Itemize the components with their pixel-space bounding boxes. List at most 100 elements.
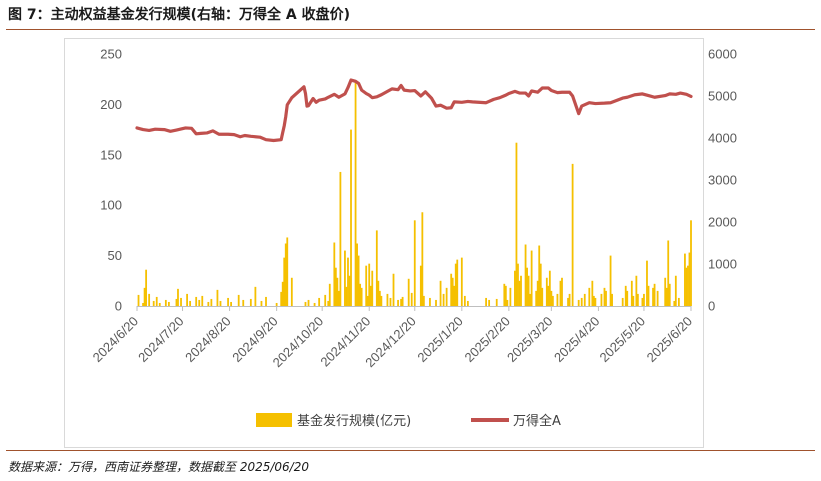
bar [450,273,453,306]
x-tick-label: 2024/8/20 [182,314,234,366]
bar [368,263,371,306]
bar [189,300,192,306]
bar [328,283,331,306]
bar [421,212,424,306]
bar [216,289,219,306]
bar [451,277,454,306]
bar [466,300,469,306]
bar [515,142,518,306]
bar [580,297,583,306]
x-tick-label: 2025/5/20 [597,314,649,366]
bar [318,297,321,306]
bar [386,293,389,306]
bar [684,253,686,306]
bar [283,257,286,306]
bar [630,280,633,306]
bar [375,230,378,306]
bar [281,281,284,306]
bar [242,299,245,306]
bar [636,293,639,306]
bar [550,290,553,306]
bar [167,301,170,306]
bar [641,297,644,306]
bar [389,297,392,306]
bar [397,299,399,306]
bar [453,285,456,306]
bar [463,295,466,306]
bar [334,267,337,306]
y-left-tick-label: 50 [108,248,122,263]
bar [350,129,352,306]
bar [524,244,527,306]
x-tick-label: 2025/4/20 [551,314,603,366]
bar [210,298,213,306]
bar [260,300,263,306]
bar [142,302,144,306]
bar [561,277,563,306]
bar [327,300,330,306]
bar [201,295,204,306]
bar [517,263,519,306]
bar [668,283,671,306]
bar [429,297,431,306]
bar [687,265,689,306]
y-right-tick-label: 5000 [708,89,737,104]
bar [347,257,349,306]
bar [155,296,158,306]
y-right-tick-label: 0 [708,299,715,314]
bar [591,280,594,306]
bar [237,294,240,306]
y-left-tick-label: 250 [100,47,122,62]
bar [198,299,201,306]
bar [653,283,656,306]
bar [175,298,178,306]
bar [674,275,677,306]
bar [378,290,381,306]
bar [577,299,580,306]
bar [688,252,691,306]
bar [290,277,293,306]
bar [647,285,650,306]
bar [545,277,548,306]
bar [503,283,506,306]
bar [603,287,606,306]
bar [559,280,562,306]
x-tick-label: 2025/2/20 [461,314,513,366]
bar [611,293,613,306]
bar [348,275,351,306]
bar [538,245,541,306]
bar [410,292,413,306]
bar [377,280,380,306]
legend-label-line: 万得全A [513,413,561,429]
bar [337,290,340,306]
y-right-tick-label: 1000 [708,257,737,272]
bar [275,302,278,306]
y-left-tick-label: 100 [100,198,122,213]
bar [265,296,267,306]
y-right-tick-label: 2000 [708,215,737,230]
legend-label-bar: 基金发行规模(亿元) [297,413,411,429]
bar [207,301,210,306]
x-tick-label: 2024/6/20 [90,314,142,366]
bar [520,275,522,306]
bar [547,285,550,306]
source-note: 数据来源：万得，西南证券整理，数据截至 2025/06/20 [8,460,309,474]
bar [506,299,509,306]
bar [567,297,569,306]
bar [365,265,368,306]
bar [360,287,363,306]
bar [667,240,670,306]
bar [588,287,591,306]
bar [621,297,624,306]
bar [143,287,146,306]
bar [652,287,654,306]
bar [195,296,198,306]
bar [665,287,668,306]
bar [529,293,532,306]
bar [304,301,307,306]
x-tick-label: 2025/3/20 [504,314,556,366]
bar [177,288,179,306]
bar [442,293,445,306]
bar [518,280,521,306]
bar [643,293,645,306]
